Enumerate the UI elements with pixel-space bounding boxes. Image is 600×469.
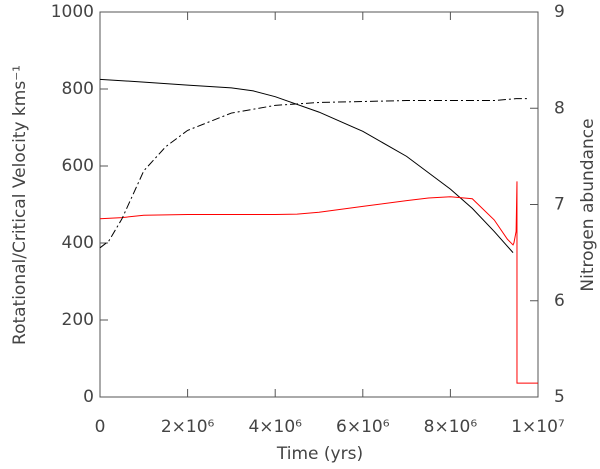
y2-tick-label: 5: [554, 387, 565, 407]
y-tick-label: 800: [62, 79, 94, 99]
x-tick-label: 6×10⁶: [336, 417, 390, 437]
y2-tick-label: 7: [554, 195, 565, 215]
y-tick-label: 0: [83, 387, 94, 407]
plot-frame: [99, 11, 539, 398]
y2-tick-label: 6: [554, 291, 565, 311]
y-tick-label: 200: [62, 310, 94, 330]
series-line: [99, 78, 514, 253]
y2-tick-label: 8: [554, 98, 565, 118]
x-axis-label: Time (yrs): [276, 444, 363, 464]
x-tick-label: 8×10⁶: [424, 417, 478, 437]
y-axis-label: Rotational/Critical Velocity kms⁻¹: [10, 65, 30, 345]
x-tick-label: 0: [95, 417, 106, 437]
x-tick-label: 2×10⁶: [161, 417, 215, 437]
y2-axis-label: Nitrogen abundance: [578, 118, 598, 291]
y-tick-label: 600: [62, 156, 94, 176]
y-tick-label: 1000: [51, 2, 94, 22]
y2-tick-label: 9: [554, 2, 565, 22]
x-tick-label: 4×10⁶: [248, 417, 302, 437]
y-tick-label: 400: [62, 233, 94, 253]
x-tick-label: 1×10⁷: [511, 417, 565, 437]
series-line: [99, 98, 530, 249]
series-line: [99, 181, 538, 384]
